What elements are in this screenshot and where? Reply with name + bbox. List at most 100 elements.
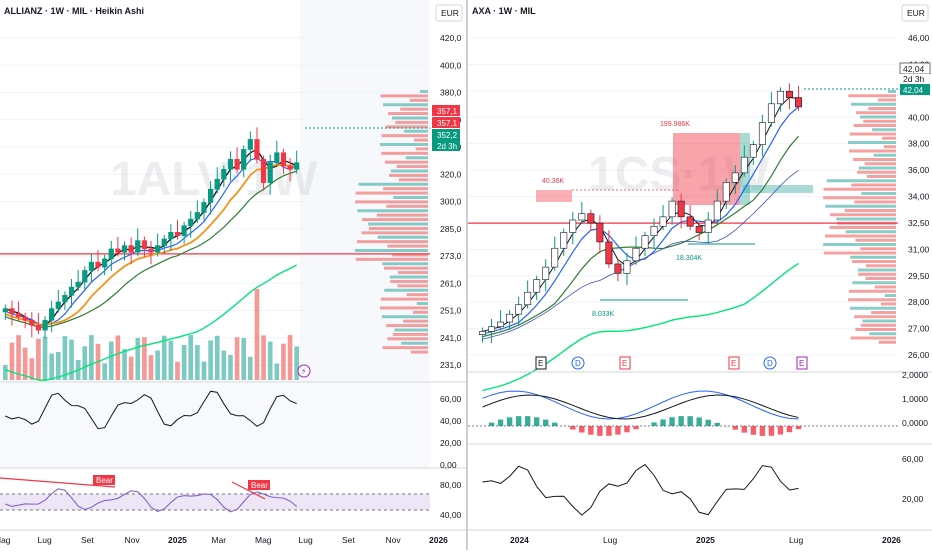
- volume-profile-bar: [885, 294, 896, 297]
- time-tick-label: Mag: [0, 535, 11, 545]
- candle-body: [23, 317, 28, 320]
- volume-profile-bar: [825, 205, 896, 208]
- price-tick-label: 420,0: [440, 33, 462, 43]
- volume-profile-bar: [357, 240, 428, 243]
- candle-body: [241, 149, 246, 169]
- time-tick-label: Nov: [125, 535, 141, 545]
- candle-body: [506, 314, 512, 322]
- price-tick-label: 26,00: [908, 350, 930, 360]
- candle-body: [606, 242, 612, 264]
- volume-profile-bar: [852, 281, 896, 284]
- volume-profile-bar: [888, 90, 896, 93]
- volume-profile-bar: [380, 306, 428, 309]
- volume-profile-bar: [380, 94, 428, 97]
- axa-chart-svg[interactable]: 1CS·1W 199.986K 40.36K 8.033K 18.304K AX…: [468, 0, 932, 550]
- volume-profile-bar: [865, 277, 896, 280]
- allianz-price-axis[interactable]: 420,0400,0380,0360,0340,0320,0300,0285,0…: [440, 33, 462, 370]
- allianz-time-axis[interactable]: MagLugSetNov2025MarMagLugSetNov2026: [0, 535, 448, 545]
- event-marker-label: E: [622, 359, 627, 368]
- candle-body: [633, 248, 639, 261]
- time-tick-label: Lug: [603, 535, 617, 545]
- allianz-chart-svg[interactable]: 1ALV·1W ALLIANZ · 1W · MIL · Heikin Ashi…: [0, 0, 466, 550]
- volume-profile-bar: [872, 128, 896, 131]
- volume-profile-bar: [858, 269, 896, 272]
- candle-body: [588, 214, 594, 223]
- volume-bar: [149, 355, 154, 380]
- volume-bar: [294, 346, 299, 380]
- volume-bar: [175, 362, 180, 380]
- volume-profile-bar: [381, 152, 428, 155]
- volume-profile-bar: [398, 271, 428, 274]
- volume-profile-bar: [851, 184, 896, 187]
- volume-profile-bar: [357, 209, 428, 212]
- candle-body: [188, 219, 193, 226]
- volume-bar: [268, 342, 273, 380]
- price-tick-label: 28,00: [908, 297, 930, 307]
- volume-profile-bar: [420, 90, 428, 93]
- candle-body: [228, 159, 233, 169]
- volume-profile-bar: [382, 262, 428, 265]
- price-tick-label: 300,0: [440, 197, 462, 207]
- candle-body: [651, 226, 657, 235]
- time-tick-label: Set: [81, 535, 94, 545]
- volume-bar: [261, 335, 266, 380]
- candle-body: [705, 220, 711, 233]
- price-tick-label: 31,00: [908, 244, 930, 254]
- candle-body: [570, 220, 576, 233]
- macd-histogram-bar: [498, 420, 503, 426]
- volume-bar: [215, 336, 220, 380]
- allianz-chart-panel[interactable]: 1ALV·1W ALLIANZ · 1W · MIL · Heikin Ashi…: [0, 0, 466, 550]
- volume-profile-bar: [404, 130, 428, 133]
- candle-body: [10, 309, 15, 314]
- volume-profile-bar: [823, 243, 896, 246]
- volume-profile-bar: [848, 141, 896, 144]
- indicator-tick-label: 0,0000: [902, 418, 928, 428]
- candle-body: [768, 104, 774, 123]
- macd-histogram-bar: [489, 423, 494, 426]
- indicator-tick-label: 60,00: [440, 394, 462, 404]
- volume-bar: [63, 336, 68, 380]
- price-tick-label: 27,00: [908, 324, 930, 334]
- volume-profile-bar: [397, 284, 428, 287]
- volume-profile-bar: [836, 218, 896, 221]
- volume-bar: [142, 337, 147, 380]
- price-tick-label: 285,0: [440, 224, 462, 234]
- price-tick-label: 38,00: [908, 139, 930, 149]
- allianz-rsi-band: [0, 494, 430, 510]
- candle-body: [82, 270, 87, 282]
- volume-profile-bar: [868, 107, 896, 110]
- volume-profile-bar: [863, 120, 896, 123]
- volume-profile-bar: [878, 99, 896, 102]
- macd-histogram-bar: [778, 426, 783, 435]
- volume-profile-bar: [417, 302, 428, 305]
- volume-profile-bar: [380, 143, 428, 146]
- axa-chart-panel[interactable]: 1CS·1W 199.986K 40.36K 8.033K 18.304K AX…: [468, 0, 932, 550]
- candle-body: [759, 123, 765, 145]
- candle-body: [36, 325, 41, 330]
- price-tick-label: 273,0: [440, 251, 462, 261]
- volume-bar: [281, 344, 286, 380]
- macd-histogram-bar: [787, 426, 792, 432]
- candle-body: [561, 233, 567, 249]
- volume-profile-bar: [824, 188, 896, 191]
- candle-body: [660, 217, 666, 226]
- volume-profile-bar: [867, 175, 896, 178]
- volume-profile-bar: [385, 161, 428, 164]
- macd-histogram-bar: [696, 417, 701, 426]
- price-tick-label: 29,50: [908, 271, 930, 281]
- volume-profile-bar: [830, 213, 896, 216]
- price-tick-label: 380,0: [440, 88, 462, 98]
- volume-bar: [208, 340, 213, 380]
- volume-profile-bar: [392, 117, 428, 120]
- volume-profile-bar: [850, 256, 896, 259]
- volume-profile-bar: [850, 307, 896, 310]
- candle-body: [135, 241, 140, 253]
- time-tick-label: Lug: [38, 535, 52, 545]
- time-tick-label: 2024: [510, 535, 529, 545]
- volume-profile-bar: [377, 214, 428, 217]
- price-tick-label: 251,0: [440, 306, 462, 316]
- candle-body: [714, 201, 720, 220]
- volume-profile-bar: [382, 315, 428, 318]
